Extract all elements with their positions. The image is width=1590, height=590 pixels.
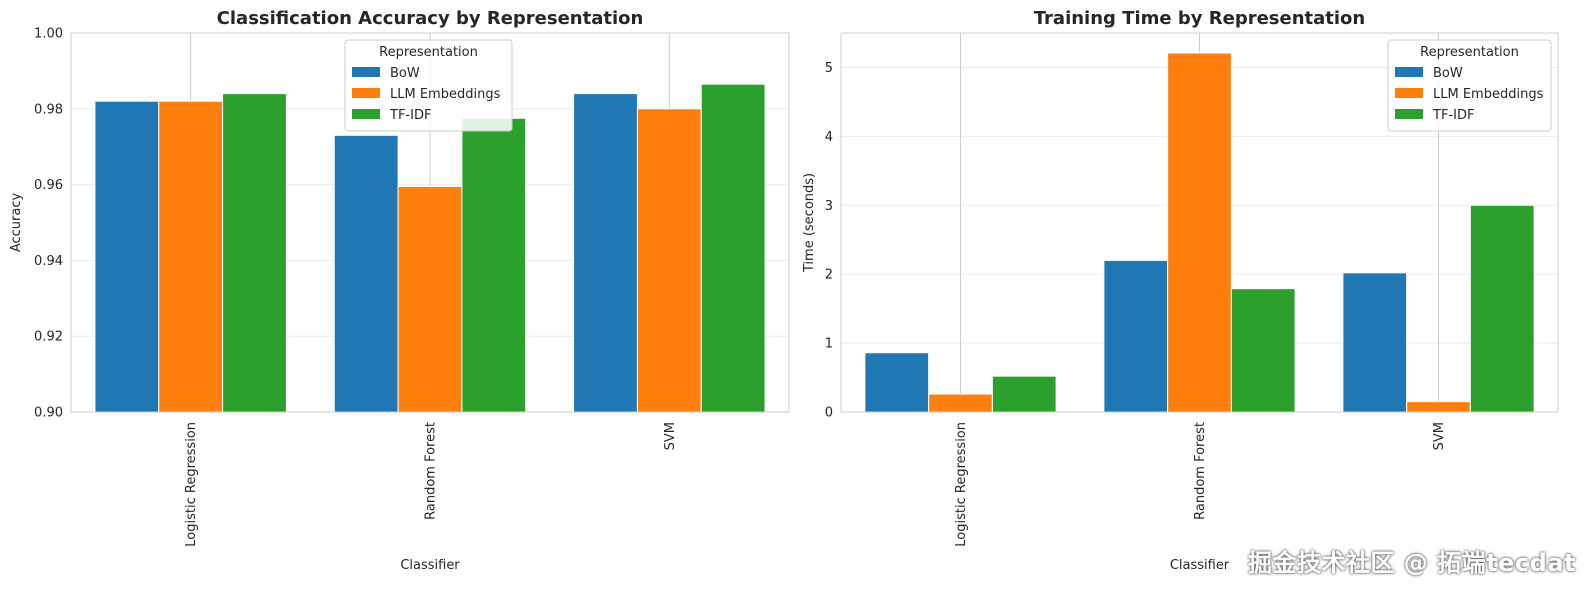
axes-frame bbox=[70, 32, 790, 413]
bar-bow-1 bbox=[94, 100, 160, 413]
legend-swatch bbox=[352, 109, 380, 119]
y-axis-label: Accuracy bbox=[9, 193, 24, 253]
y-tick-label: 1 bbox=[825, 337, 833, 352]
y-tick-label: 2 bbox=[825, 268, 833, 283]
legend-entry: TF-IDF bbox=[1432, 108, 1474, 123]
bar-tf-idf-1 bbox=[991, 375, 1057, 413]
x-tick-label: Random Forest bbox=[424, 422, 439, 520]
watermark-text: 掘金技术社区 @ 拓端tecdat bbox=[1247, 549, 1576, 577]
bar-bow-2 bbox=[1103, 259, 1169, 413]
bar-tf-idf-1 bbox=[222, 93, 287, 413]
legend: Representation BoW LLM Embeddings TF-IDF bbox=[1387, 39, 1552, 132]
bar-llm-embeddings-3 bbox=[636, 108, 702, 413]
bar-llm-embeddings-1 bbox=[158, 100, 224, 413]
y-tick-label: 0.90 bbox=[34, 406, 63, 421]
x-tick-label: SVM bbox=[663, 422, 678, 450]
bar-bow-3 bbox=[573, 93, 638, 413]
chart-panel-1: 0.90 0.92 0.94 0.96 0.98 1.00 Logistic Regress… bbox=[9, 8, 790, 573]
bar-llm-embeddings-2 bbox=[1167, 52, 1232, 413]
bar-bow-1 bbox=[864, 352, 930, 413]
y-tick-label: 0.92 bbox=[34, 330, 63, 345]
bar-tf-idf-2 bbox=[461, 117, 527, 413]
y-tick-label: 4 bbox=[825, 130, 833, 145]
x-tick-label: Random Forest bbox=[1193, 422, 1208, 520]
x-axis-label: Classifier bbox=[400, 558, 460, 573]
legend-box bbox=[1387, 39, 1552, 132]
bar-tf-idf-3 bbox=[1469, 204, 1535, 413]
y-axis-label: Time (seconds) bbox=[802, 173, 817, 273]
bar-llm-embeddings-2 bbox=[397, 185, 463, 413]
bar-bow-3 bbox=[1342, 272, 1408, 413]
legend-swatch bbox=[352, 88, 380, 98]
y-tick-label: 0.96 bbox=[34, 178, 63, 193]
chart-title: Classification Accuracy by Representatio… bbox=[217, 8, 644, 29]
bar-bow-2 bbox=[333, 134, 399, 413]
legend-swatch bbox=[352, 67, 380, 77]
legend-entry: TF-IDF bbox=[389, 108, 431, 123]
y-tick-label: 0 bbox=[825, 406, 833, 421]
legend-swatch bbox=[1395, 109, 1423, 119]
y-tick-label: 3 bbox=[825, 199, 833, 214]
legend-entry: BoW bbox=[390, 66, 420, 81]
y-tick-label: 0.94 bbox=[34, 254, 63, 269]
y-tick-label: 0.98 bbox=[34, 102, 63, 117]
x-axis-label: Classifier bbox=[1170, 558, 1230, 573]
chart-title: Training Time by Representation bbox=[1034, 8, 1366, 29]
axes-frame bbox=[840, 32, 1559, 413]
legend-entry: LLM Embeddings bbox=[390, 87, 501, 102]
legend-title: Representation bbox=[379, 45, 478, 60]
legend-title: Representation bbox=[1420, 45, 1519, 60]
legend: Representation BoW LLM Embeddings TF-IDF bbox=[344, 39, 513, 132]
x-tick-label: Logistic Regression bbox=[184, 422, 199, 547]
legend-entry: BoW bbox=[1433, 66, 1463, 81]
bar-llm-embeddings-1 bbox=[928, 393, 993, 413]
x-tick-label: Logistic Regression bbox=[954, 422, 969, 547]
legend-box bbox=[344, 39, 513, 132]
y-tick-label: 1.00 bbox=[34, 27, 63, 42]
y-tick-label: 5 bbox=[825, 61, 833, 76]
x-tick-label: SVM bbox=[1432, 422, 1447, 450]
legend-swatch bbox=[1395, 67, 1423, 77]
chart-panel-2: 0 1 2 3 4 5 Logistic Regression Random Forest SV… bbox=[802, 8, 1559, 573]
bar-llm-embeddings-3 bbox=[1406, 401, 1471, 413]
legend-entry: LLM Embeddings bbox=[1433, 87, 1544, 102]
bar-tf-idf-2 bbox=[1230, 288, 1296, 413]
legend-swatch bbox=[1395, 88, 1423, 98]
bar-tf-idf-3 bbox=[700, 83, 766, 413]
